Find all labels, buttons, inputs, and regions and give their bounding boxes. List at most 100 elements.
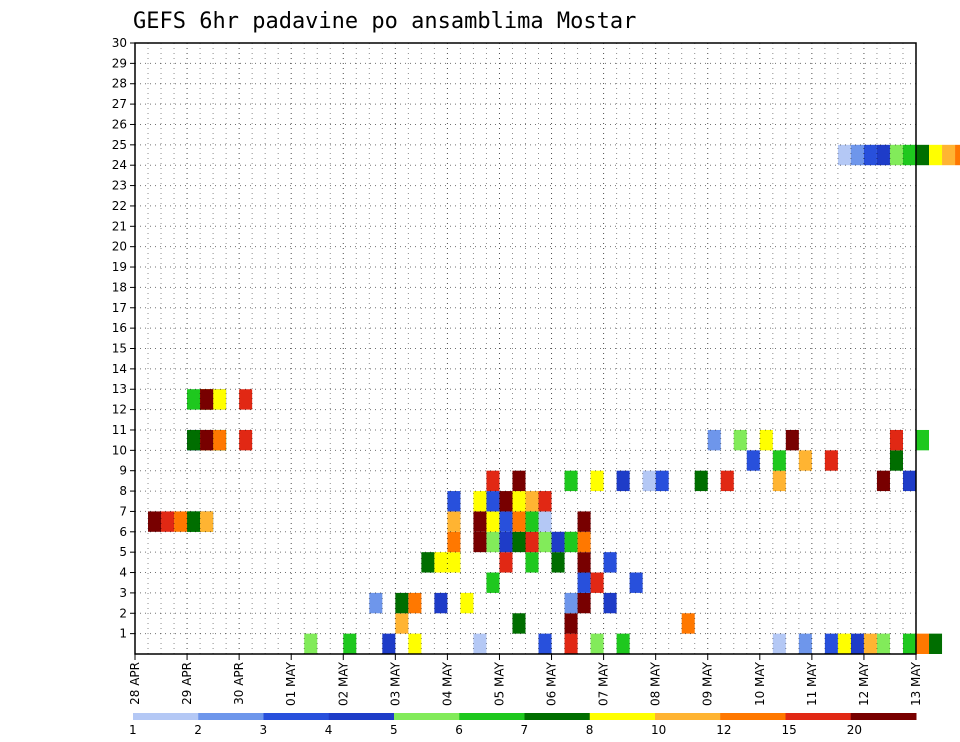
heatmap-cell	[603, 552, 617, 573]
heatmap-cell	[473, 633, 487, 654]
heatmap-cell	[889, 144, 903, 166]
heatmap-cell	[512, 613, 526, 634]
heatmap-cell	[759, 429, 773, 451]
colorbar-swatch	[459, 713, 525, 720]
heatmap-cell	[447, 491, 461, 512]
heatmap-cell	[564, 470, 578, 492]
colorbar-swatch	[720, 713, 786, 720]
heatmap-cell	[200, 429, 214, 451]
y-tick-label: 25	[112, 138, 127, 152]
y-tick-label: 19	[112, 260, 127, 274]
y-tick-label: 3	[119, 586, 127, 600]
heatmap-cell	[239, 429, 253, 451]
heatmap-cell	[486, 491, 500, 512]
y-tick-label: 23	[112, 179, 127, 193]
y-tick-label: 27	[112, 97, 127, 111]
y-tick-label: 8	[119, 484, 127, 498]
heatmap-cell	[473, 531, 487, 553]
heatmap-cell	[538, 633, 552, 654]
y-tick-label: 29	[112, 56, 127, 70]
heatmap-cell	[733, 429, 747, 451]
heatmap-cell	[408, 633, 422, 654]
heatmap-cell	[577, 552, 591, 573]
heatmap-cell	[850, 633, 864, 654]
heatmap-cell	[902, 633, 916, 654]
heatmap-cell	[473, 511, 487, 532]
heatmap-cell	[785, 429, 799, 451]
y-tick-label: 22	[112, 199, 127, 213]
cells-layer	[148, 144, 960, 654]
heatmap-cell	[929, 633, 943, 654]
heatmap-cell	[551, 552, 565, 573]
heatmap-cell	[525, 491, 539, 512]
heatmap-cell	[512, 470, 526, 492]
colorbar-label: 15	[782, 723, 797, 737]
heatmap-cell	[798, 633, 812, 654]
heatmap-cell	[473, 491, 487, 512]
x-tick-label: 10 MAY	[753, 661, 767, 706]
heatmap-cell	[499, 531, 513, 553]
heatmap-cell	[395, 613, 409, 634]
x-tick-label: 05 MAY	[492, 661, 506, 706]
x-tick-label: 11 MAY	[805, 661, 819, 706]
y-tick-label: 1	[119, 627, 127, 641]
heatmap-cell	[929, 144, 943, 166]
heatmap-cell	[421, 552, 435, 573]
heatmap-cell	[681, 613, 695, 634]
y-tick-label: 14	[112, 362, 127, 376]
heatmap-cell	[616, 470, 630, 492]
x-tick-label: 04 MAY	[440, 661, 454, 706]
heatmap-cell	[447, 552, 461, 573]
y-tick-label: 11	[112, 423, 127, 437]
heatmap-cell	[577, 572, 591, 593]
colorbar-label: 5	[390, 723, 398, 737]
y-tick-label: 9	[119, 464, 127, 478]
y-tick-label: 17	[112, 301, 127, 315]
colorbar-label: 12	[716, 723, 731, 737]
y-tick-label: 30	[112, 36, 127, 50]
heatmap-cell	[486, 470, 500, 492]
heatmap-cell	[876, 470, 890, 492]
colorbar-label: 20	[847, 723, 862, 737]
heatmap-cell	[564, 531, 578, 553]
heatmap-cell	[902, 470, 916, 492]
y-tick-label: 16	[112, 321, 127, 335]
heatmap-cell	[343, 633, 357, 654]
y-tick-label: 7	[119, 504, 127, 518]
heatmap-cell	[486, 531, 500, 553]
heatmap-cell	[486, 572, 500, 593]
heatmap-cell	[863, 633, 877, 654]
heatmap-cell	[902, 144, 916, 166]
heatmap-cell	[850, 144, 864, 166]
heatmap-cell	[824, 450, 838, 471]
heatmap-cell	[603, 592, 617, 614]
y-tick-label: 10	[112, 443, 127, 457]
y-tick-label: 12	[112, 403, 127, 417]
heatmap-cell	[772, 450, 786, 471]
heatmap-cell	[955, 144, 960, 166]
grid-layer	[135, 43, 916, 654]
heatmap-cell	[395, 592, 409, 614]
x-tick-label: 02 MAY	[336, 661, 350, 706]
heatmap-cell	[798, 450, 812, 471]
colorbar-swatch	[589, 713, 656, 720]
heatmap-cell	[525, 511, 539, 532]
heatmap-cell	[369, 592, 383, 614]
x-tick-label: 28 APR	[128, 662, 142, 705]
x-tick-label: 03 MAY	[388, 661, 402, 706]
y-tick-label: 2	[119, 606, 127, 620]
colorbar-swatch	[785, 713, 852, 720]
colorbar: 1 2 3 4 5 6 7 8 10 12 15 20	[129, 713, 917, 737]
y-tick-label: 5	[119, 545, 127, 559]
colorbar-swatch	[328, 713, 395, 720]
chart-title: GEFS 6hr padavine po ansamblima Mostar	[133, 9, 636, 34]
x-tick-label: 07 MAY	[597, 661, 611, 706]
heatmap-cell	[707, 429, 721, 451]
heatmap-cell	[772, 470, 786, 492]
heatmap-cell	[590, 633, 604, 654]
heatmap-cell	[538, 511, 552, 532]
heatmap-cell	[577, 531, 591, 553]
heatmap-cell	[200, 511, 214, 532]
heatmap-cell	[148, 511, 162, 532]
heatmap-cell	[499, 491, 513, 512]
